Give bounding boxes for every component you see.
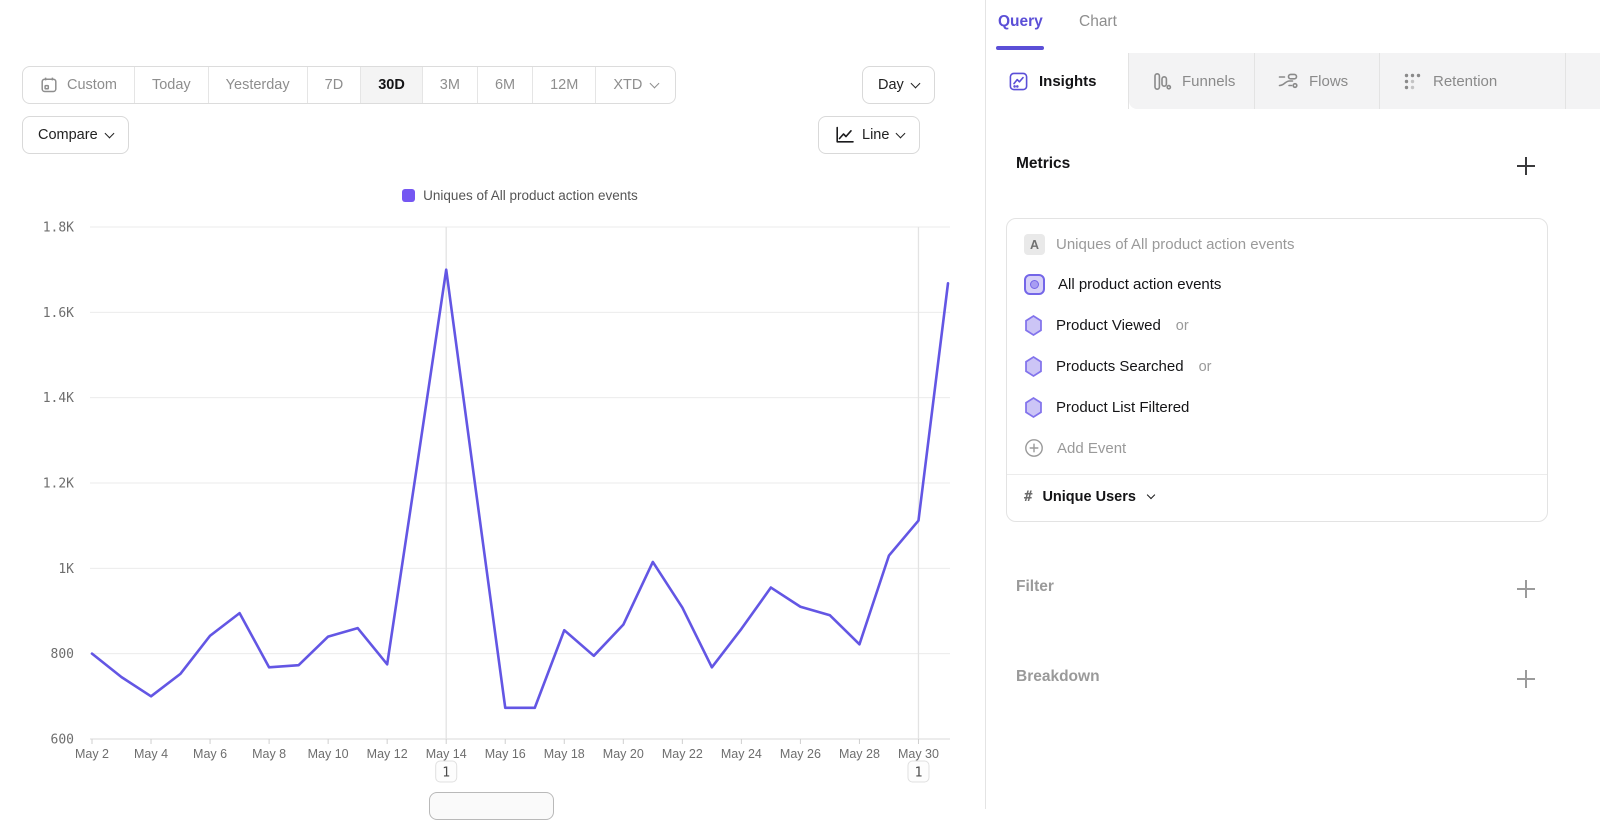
x-axis-label: May 24	[721, 747, 762, 761]
circle-plus-icon	[1024, 438, 1044, 458]
event-row-products-searched[interactable]: Products Searched or	[1007, 346, 1547, 387]
x-axis-label: May 2	[75, 747, 109, 761]
series-line	[90, 268, 950, 710]
annotation-chip-label[interactable]: 1	[442, 766, 450, 781]
x-axis-label: May 14	[426, 747, 467, 761]
event-row-all-product-action-events[interactable]: All product action events	[1007, 264, 1547, 305]
x-axis-label: May 16	[485, 747, 526, 761]
add-event-button[interactable]: Add Event	[1007, 428, 1547, 468]
range-30d-button[interactable]: 30D	[361, 67, 423, 103]
x-axis-label: May 10	[308, 747, 349, 761]
y-axis-label: 600	[51, 733, 74, 748]
funnels-icon	[1151, 71, 1172, 92]
annotation-chip[interactable]	[907, 760, 930, 783]
series-letter-badge: A	[1024, 234, 1045, 255]
chart-legend[interactable]: Uniques of All product action events	[92, 188, 948, 203]
y-axis-label: 1.6K	[43, 306, 74, 321]
line-chart: 600 800 1K 1.2K 1.4K 1.6K 1.8K May 2 May 4 May 6 M…	[43, 221, 950, 783]
y-axis-label: 800	[51, 647, 74, 662]
chevron-down-icon	[1146, 490, 1156, 500]
event-row-product-list-filtered[interactable]: Product List Filtered	[1007, 387, 1547, 428]
x-axis-label: May 4	[134, 747, 168, 761]
legend-swatch	[402, 189, 416, 202]
card-divider	[1007, 474, 1547, 475]
event-row-product-viewed[interactable]: Product Viewed or	[1007, 305, 1547, 346]
range-today-button[interactable]: Today	[135, 67, 209, 103]
y-axis-label: 1.8K	[43, 221, 74, 236]
event-hexagon-icon	[1025, 397, 1042, 418]
range-label: Custom	[67, 77, 117, 93]
y-axis-label: 1K	[58, 562, 74, 577]
custom-event-icon	[1024, 274, 1045, 295]
y-axis-label: 1.4K	[43, 391, 74, 406]
range-custom-button[interactable]: Custom	[23, 67, 135, 103]
x-axis-label: May 30	[898, 747, 939, 761]
tab-retention[interactable]: Retention	[1380, 53, 1566, 109]
retention-icon	[1402, 71, 1423, 92]
tab-flows[interactable]: Flows	[1255, 53, 1380, 109]
range-12m-button[interactable]: 12M	[533, 67, 597, 103]
add-metric-button[interactable]	[1517, 157, 1535, 175]
x-axis-label: May 20	[603, 747, 644, 761]
add-breakdown-button[interactable]	[1517, 670, 1535, 688]
metric-card: A Uniques of All product action events A…	[1006, 218, 1548, 522]
granularity-dropdown[interactable]: Day	[862, 66, 935, 104]
annotation-chip[interactable]	[435, 760, 458, 783]
tab-chart[interactable]: Chart	[1079, 13, 1117, 30]
range-6m-button[interactable]: 6M	[478, 67, 534, 103]
calendar-icon	[40, 76, 58, 94]
range-7d-button[interactable]: 7D	[308, 67, 362, 103]
chart-workspace: Custom Today Yesterday 7D 30D 3M 6M 12M …	[22, 66, 950, 820]
query-builder-panel: Query Chart Insights	[985, 0, 1600, 809]
x-axis-label: May 8	[252, 747, 286, 761]
line-chart-icon	[834, 125, 854, 145]
clipped-bottom-pill	[429, 792, 554, 820]
tab-insights[interactable]: Insights	[986, 53, 1129, 109]
date-range-group: Custom Today Yesterday 7D 30D 3M 6M 12M …	[22, 66, 677, 104]
event-hexagon-icon	[1025, 356, 1042, 377]
tab-funnels[interactable]: Funnels	[1129, 53, 1255, 109]
y-axis-label: 1.2K	[43, 477, 74, 492]
x-axis-label: May 18	[544, 747, 585, 761]
event-hexagon-icon	[1025, 315, 1042, 336]
tab-query[interactable]: Query	[998, 13, 1043, 30]
compare-dropdown[interactable]: Compare	[22, 116, 129, 154]
range-3m-button[interactable]: 3M	[423, 67, 478, 103]
x-axis-label: May 22	[662, 747, 703, 761]
annotation-chip-label[interactable]: 1	[915, 766, 923, 781]
chart-type-dropdown[interactable]: Line	[818, 116, 921, 154]
metric-series-header[interactable]: A Uniques of All product action events	[1007, 219, 1547, 264]
report-type-tabs: Insights Funnels	[986, 53, 1600, 109]
tab-bar-filler	[1566, 53, 1600, 109]
range-xtd-button[interactable]: XTD	[596, 67, 675, 103]
flows-icon	[1277, 71, 1299, 92]
active-tab-underline	[996, 46, 1044, 50]
filter-heading: Filter	[1016, 578, 1054, 595]
inactive-tabs-group: Funnels Flows	[1129, 53, 1600, 109]
add-filter-button[interactable]	[1517, 580, 1535, 598]
aggregation-dropdown[interactable]: # Unique Users	[1007, 475, 1547, 521]
breakdown-heading: Breakdown	[1016, 668, 1100, 685]
number-sign-icon: #	[1024, 489, 1033, 505]
x-axis-label: May 26	[780, 747, 821, 761]
x-axis-label: May 6	[193, 747, 227, 761]
metrics-heading: Metrics	[1016, 155, 1071, 172]
series-title: Uniques of All product action events	[1056, 236, 1295, 253]
range-yesterday-button[interactable]: Yesterday	[209, 67, 308, 103]
x-axis-label: May 28	[839, 747, 880, 761]
x-axis-label: May 12	[367, 747, 408, 761]
legend-label: Uniques of All product action events	[423, 188, 638, 203]
insights-icon	[1008, 71, 1029, 92]
